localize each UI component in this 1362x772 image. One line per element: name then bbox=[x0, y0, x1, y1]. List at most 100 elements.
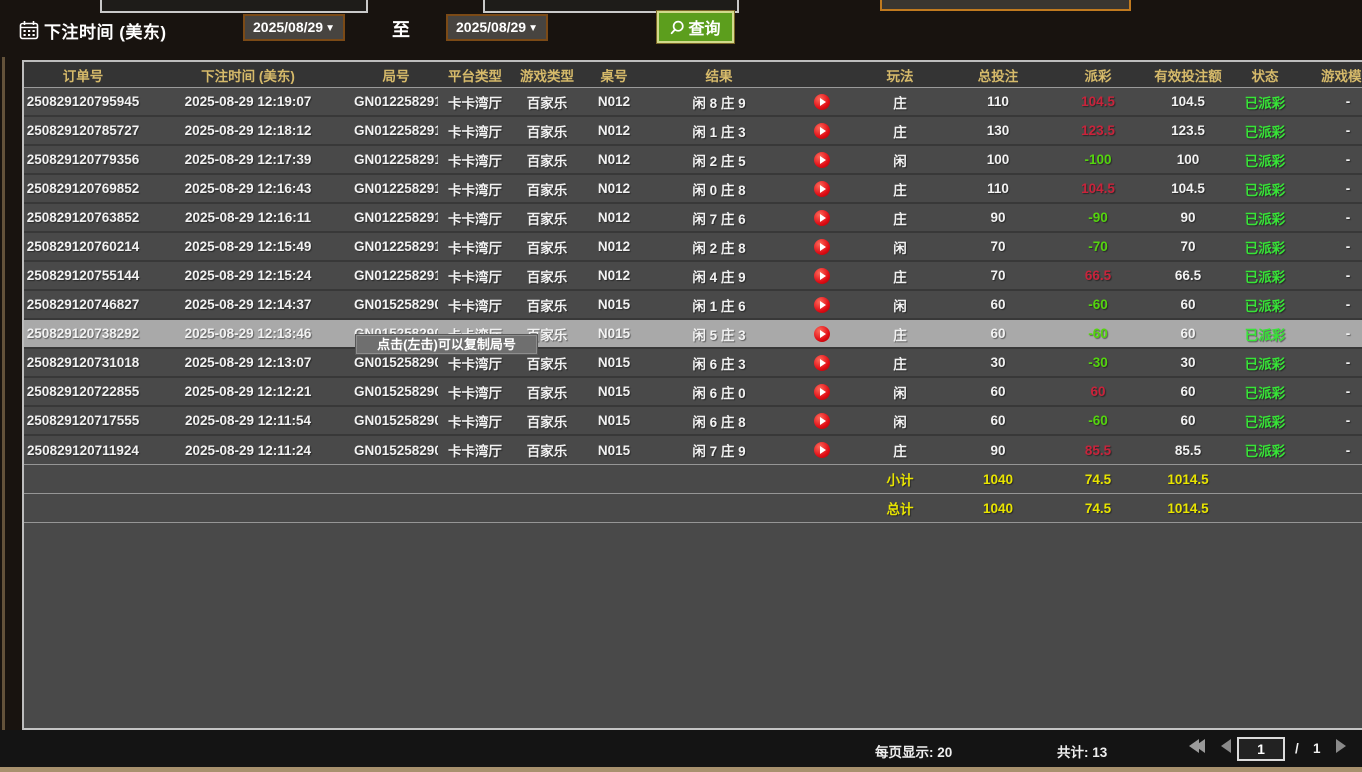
cell-round[interactable]: GN015258290TX bbox=[354, 291, 438, 320]
table-row[interactable]: 250829120711924 2025-08-29 12:11:24 GN0152… bbox=[24, 436, 1362, 465]
cell-result: 闲 1 庄 6 bbox=[646, 291, 792, 320]
cell-play[interactable] bbox=[792, 349, 852, 378]
play-icon[interactable] bbox=[814, 383, 830, 400]
cell-payout: 123.5 bbox=[1048, 117, 1148, 146]
cell-play[interactable] bbox=[792, 262, 852, 291]
cell-platform: 卡卡湾厅 bbox=[438, 117, 512, 146]
cell-status: 已派彩 bbox=[1228, 378, 1302, 407]
cell-bet: 闲 bbox=[852, 378, 948, 407]
cell-valid: 66.5 bbox=[1148, 262, 1228, 291]
empty-cell bbox=[512, 494, 582, 523]
empty-cell bbox=[646, 465, 792, 494]
search-button[interactable]: 查询 bbox=[657, 11, 734, 43]
play-icon[interactable] bbox=[814, 325, 830, 342]
cell-play[interactable] bbox=[792, 436, 852, 465]
cell-round[interactable]: GN015258290TU bbox=[354, 378, 438, 407]
caret-down-icon: ▼ bbox=[528, 23, 538, 34]
cell-bet: 庄 bbox=[852, 436, 948, 465]
cell-play[interactable] bbox=[792, 175, 852, 204]
cell-round[interactable]: GN015258290TT bbox=[354, 407, 438, 436]
cell-play[interactable] bbox=[792, 88, 852, 117]
top-input-2[interactable] bbox=[483, 0, 739, 13]
table-row[interactable]: 250829120746827 2025-08-29 12:14:37 GN0152… bbox=[24, 291, 1362, 320]
play-icon[interactable] bbox=[814, 442, 830, 459]
cell-round[interactable]: GN015258290TV bbox=[354, 349, 438, 378]
play-icon[interactable] bbox=[814, 180, 830, 197]
cell-table: N012 bbox=[582, 233, 646, 262]
table-row[interactable]: 250829120785727 2025-08-29 12:18:12 GN0122… bbox=[24, 117, 1362, 146]
cell-total: 60 bbox=[948, 291, 1048, 320]
cell-valid: 85.5 bbox=[1148, 436, 1228, 465]
cell-order: 250829120760214 bbox=[24, 233, 142, 262]
table-row[interactable]: 250829120755144 2025-08-29 12:15:24 GN0122… bbox=[24, 262, 1362, 291]
table-row[interactable]: 250829120763852 2025-08-29 12:16:11 GN0122… bbox=[24, 204, 1362, 233]
cell-result: 闲 7 庄 9 bbox=[646, 436, 792, 465]
cell-result: 闲 0 庄 8 bbox=[646, 175, 792, 204]
table-row[interactable]: 250829120717555 2025-08-29 12:11:54 GN0152… bbox=[24, 407, 1362, 436]
cell-payout: 104.5 bbox=[1048, 88, 1148, 117]
top-input-3[interactable] bbox=[880, 0, 1131, 11]
play-icon[interactable] bbox=[814, 296, 830, 313]
cell-play[interactable] bbox=[792, 291, 852, 320]
play-icon[interactable] bbox=[814, 151, 830, 168]
search-button-label: 查询 bbox=[688, 21, 721, 38]
cell-round[interactable]: GN015258290TS bbox=[354, 436, 438, 465]
cell-round[interactable]: GN0122582912D bbox=[354, 146, 438, 175]
empty-cell bbox=[24, 465, 142, 494]
cell-total: 70 bbox=[948, 233, 1048, 262]
table-row[interactable]: 250829120769852 2025-08-29 12:16:43 GN0122… bbox=[24, 175, 1362, 204]
cell-play[interactable] bbox=[792, 320, 852, 349]
cell-result: 闲 4 庄 9 bbox=[646, 262, 792, 291]
cell-mode: - bbox=[1302, 233, 1362, 262]
cell-round[interactable]: GN0122582912E bbox=[354, 117, 438, 146]
header-bet: 玩法 bbox=[852, 62, 948, 88]
play-icon[interactable] bbox=[814, 412, 830, 429]
cell-play[interactable] bbox=[792, 378, 852, 407]
cell-play[interactable] bbox=[792, 204, 852, 233]
cell-play[interactable] bbox=[792, 233, 852, 262]
cell-bet: 庄 bbox=[852, 204, 948, 233]
cell-total: 60 bbox=[948, 320, 1048, 349]
cell-platform: 卡卡湾厅 bbox=[438, 262, 512, 291]
play-icon[interactable] bbox=[814, 209, 830, 226]
cell-play[interactable] bbox=[792, 146, 852, 175]
first-page-button[interactable] bbox=[1189, 739, 1205, 753]
play-icon[interactable] bbox=[814, 93, 830, 110]
cell-round[interactable]: GN0122582912G bbox=[354, 88, 438, 117]
calendar-icon bbox=[19, 21, 39, 40]
cell-valid: 104.5 bbox=[1148, 88, 1228, 117]
cell-total: 30 bbox=[948, 349, 1048, 378]
prev-page-button[interactable] bbox=[1221, 739, 1231, 753]
cell-round[interactable]: GN01225829128 bbox=[354, 262, 438, 291]
cell-round[interactable]: GN0122582912B bbox=[354, 175, 438, 204]
play-icon[interactable] bbox=[814, 122, 830, 139]
cell-play[interactable] bbox=[792, 407, 852, 436]
play-icon[interactable] bbox=[814, 267, 830, 284]
table-row[interactable]: 250829120760214 2025-08-29 12:15:49 GN0122… bbox=[24, 233, 1362, 262]
table-row[interactable]: 250829120731018 2025-08-29 12:13:07 GN0152… bbox=[24, 349, 1362, 378]
next-page-button[interactable] bbox=[1336, 739, 1346, 753]
table-row[interactable]: 250829120779356 2025-08-29 12:17:39 GN0122… bbox=[24, 146, 1362, 175]
table-row[interactable]: 250829120795945 2025-08-29 12:19:07 GN0122… bbox=[24, 88, 1362, 117]
table-row[interactable]: 250829120722855 2025-08-29 12:12:21 GN0152… bbox=[24, 378, 1362, 407]
cell-round[interactable]: GN01225829129 bbox=[354, 233, 438, 262]
date-to-picker[interactable]: 2025/08/29 ▼ bbox=[446, 14, 548, 41]
play-icon[interactable] bbox=[814, 238, 830, 255]
page-number-input[interactable] bbox=[1237, 737, 1285, 761]
bet-records-table: 订单号 下注时间 (美东) 局号 平台类型 游戏类型 桌号 结果 玩法 总投注 派彩 有效投注额 状态… bbox=[22, 60, 1362, 730]
cell-platform: 卡卡湾厅 bbox=[438, 175, 512, 204]
cell-table: N015 bbox=[582, 378, 646, 407]
date-from-picker[interactable]: 2025/08/29 ▼ bbox=[243, 14, 345, 41]
cell-bet: 庄 bbox=[852, 262, 948, 291]
cell-round[interactable]: GN0122582912A bbox=[354, 204, 438, 233]
play-icon[interactable] bbox=[814, 354, 830, 371]
cell-order: 250829120769852 bbox=[24, 175, 142, 204]
cell-play[interactable] bbox=[792, 117, 852, 146]
top-input-1[interactable] bbox=[100, 0, 368, 13]
cell-time: 2025-08-29 12:17:39 bbox=[142, 146, 354, 175]
cell-mode: - bbox=[1302, 262, 1362, 291]
cell-platform: 卡卡湾厅 bbox=[438, 88, 512, 117]
cell-order: 250829120746827 bbox=[24, 291, 142, 320]
per-page-label: 每页显示: 20 bbox=[875, 745, 953, 760]
